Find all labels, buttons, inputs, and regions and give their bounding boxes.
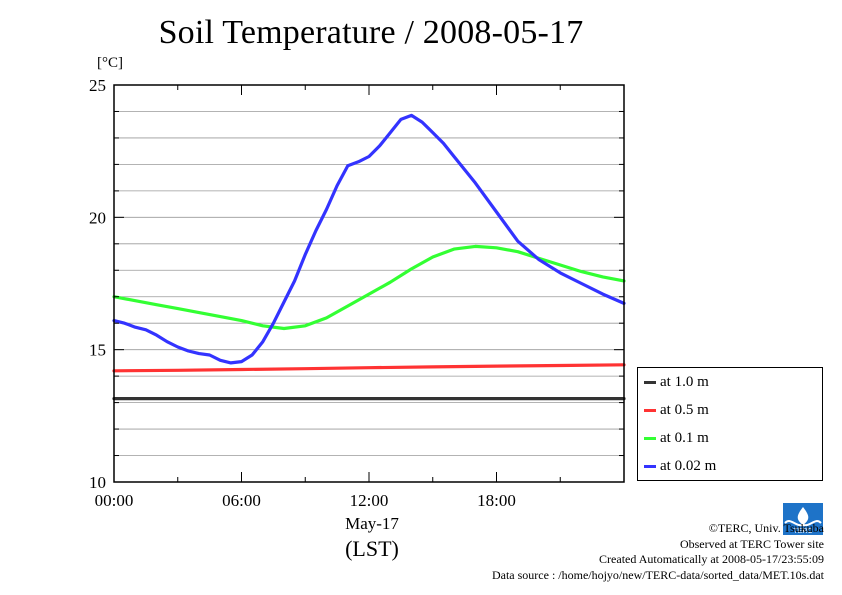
legend-swatch-002m [644,464,656,468]
y-tick-label: 15 [89,341,106,360]
x-axis-date-label: May-17 [345,514,399,533]
legend-label-05m: at 0.5 m [660,401,709,418]
series-lines [112,113,626,401]
legend-item-01m: at 0.1 m [644,426,709,450]
source-text: Data source : /home/hojyo/new/TERC-data/… [491,567,824,582]
plot-frame [113,84,625,483]
y-tick-label: 25 [89,76,106,95]
observed-text: Observed at TERC Tower site [679,536,824,551]
legend-item-002m: at 0.02 m [644,454,716,478]
legend-swatch-05m [644,408,656,412]
logo-text: TERC [793,528,812,535]
series-line-2 [112,244,626,331]
legend-label-1m: at 1.0 m [660,373,709,390]
x-tick-label: 06:00 [222,491,261,510]
x-tick-label: 12:00 [350,491,389,510]
legend-swatch-1m [644,380,656,384]
x-tick-label: 18:00 [477,491,516,510]
legend-label-01m: at 0.1 m [660,429,709,446]
grid-lines [114,111,624,456]
x-axis-timezone-label: (LST) [345,536,399,561]
created-text: Created Automatically at 2008-05-17/23:5… [599,552,824,566]
x-tick-label: 00:00 [95,491,134,510]
copyright-text: ©TERC, Univ. Tsukuba [708,521,824,535]
terc-logo: TERC [783,503,823,535]
legend-swatch-01m [644,436,656,440]
axis-ticks: 10 15 20 25 00:00 06:00 12:00 18:00 [89,76,625,510]
legend-label-002m: at 0.02 m [660,457,717,474]
y-tick-label: 20 [89,208,106,227]
legend-item-05m: at 0.5 m [644,398,709,422]
y-tick-label: 10 [89,473,106,492]
footer-info: ©TERC, Univ. Tsukuba Observed at TERC To… [492,521,824,583]
legend-item-1m: at 1.0 m [644,370,709,394]
chart-title: Soil Temperature / 2008-05-17 [158,14,584,51]
y-axis-unit-label: [°C] [97,55,123,71]
series-line-3 [112,113,626,365]
legend: at 1.0 m at 0.5 m at 0.1 m at 0.02 m [637,367,823,481]
series-line-1 [112,363,626,373]
